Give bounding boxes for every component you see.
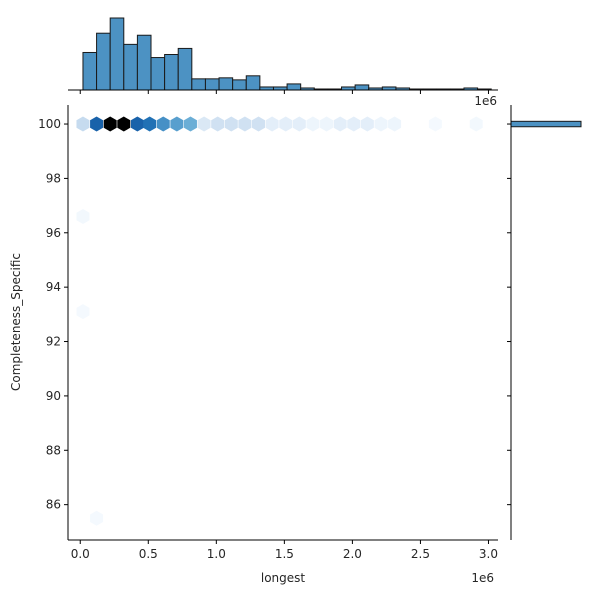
top-hist-bar-20 [354, 84, 370, 91]
top-hist-bar-8 [191, 78, 206, 91]
hexbin-12 [238, 116, 252, 132]
hexbin-24 [428, 116, 442, 132]
hexbin-17 [306, 116, 320, 132]
top-hist-bar-0 [82, 51, 98, 91]
x-tick-label: 0.5 [139, 547, 158, 561]
x-axis-label: longest [261, 571, 306, 585]
y-axis-label: Completeness_Specific [9, 253, 23, 391]
hexbin-plot-area [76, 116, 483, 526]
hexbin-11 [224, 116, 238, 132]
x-tick-label: 0.0 [71, 547, 90, 561]
y-tick-label: 96 [46, 226, 61, 240]
hexbin-15 [279, 116, 293, 132]
hexbin-20 [347, 116, 361, 132]
y-tick-label: 88 [46, 443, 61, 457]
x-tick-label: 2.0 [343, 547, 362, 561]
top-marginal-histogram [82, 17, 492, 91]
top-hist-bar-5 [150, 57, 166, 91]
right-marginal-histogram [510, 120, 582, 128]
hexbin-19 [333, 116, 347, 132]
right-hist-bar-0 [510, 120, 582, 128]
y-tick-label: 90 [46, 389, 61, 403]
hexbin-27 [76, 304, 90, 320]
hexbin-25 [469, 116, 483, 132]
right-hist-y-ticks [507, 123, 511, 506]
hexbin-8 [183, 116, 197, 132]
top-hist-bar-10 [218, 77, 234, 91]
hexbin-5 [143, 116, 157, 132]
x-tick-label: 1.0 [207, 547, 226, 561]
hexbin-23 [388, 116, 402, 132]
y-tick-label: 94 [46, 280, 61, 294]
x-tick-label: 3.0 [479, 547, 498, 561]
x-axis-ticks: 0.0 0.5 1.0 1.5 2.0 2.5 3.0 [71, 540, 498, 561]
y-tick-label: 100 [38, 117, 61, 131]
hexbin-10 [211, 116, 225, 132]
top-hist-bar-1 [96, 32, 111, 91]
hexbin-14 [265, 116, 279, 132]
hexbin-1 [90, 116, 104, 132]
hexbin-2 [103, 116, 117, 132]
y-axis-ticks: 86 88 90 92 94 96 98 100 [38, 117, 68, 512]
top-hist-bar-4 [136, 34, 152, 91]
hexbin-7 [170, 116, 184, 132]
top-hist-bar-2 [109, 17, 125, 91]
x-tick-label: 2.5 [411, 547, 430, 561]
y-tick-label: 86 [46, 498, 61, 512]
hexbin-0 [76, 116, 90, 132]
top-hist-bar-7 [177, 47, 193, 91]
hexbin-13 [252, 116, 265, 132]
hexbin-22 [374, 116, 388, 132]
hexbin-3 [117, 116, 131, 132]
hexbin-6 [156, 116, 170, 132]
hexbin-21 [360, 116, 374, 132]
hexbin-4 [130, 116, 144, 132]
top-hist-bar-3 [123, 43, 138, 91]
top-hist-bar-11 [232, 79, 247, 91]
hexbin-26 [76, 208, 90, 224]
top-hist-bar-15 [286, 83, 302, 91]
top-hist-bar-9 [204, 78, 220, 91]
top-hist-bar-12 [245, 75, 261, 91]
x-tick-label: 1.5 [275, 547, 294, 561]
x-offset-text: 1e6 [471, 571, 494, 585]
top-hist-bar-6 [164, 54, 179, 91]
top-hist-x-ticks [79, 90, 489, 94]
hexbin-9 [197, 116, 211, 132]
y-tick-label: 92 [46, 335, 61, 349]
hexbin-28 [90, 510, 104, 526]
hexbin-16 [292, 116, 306, 132]
top-offset-text: 1e6 [474, 94, 497, 108]
hexbin-18 [320, 116, 334, 132]
y-tick-label: 98 [46, 171, 61, 185]
